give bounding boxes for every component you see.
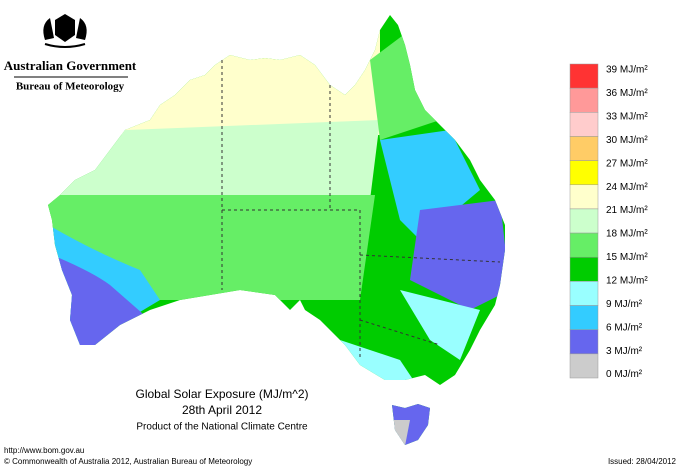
bureau-name: Bureau of Meteorology <box>16 81 125 93</box>
legend-label: 30 MJ/m² <box>606 135 648 146</box>
legend-swatch <box>569 281 599 306</box>
legend-swatch <box>569 232 599 258</box>
legend-label: 9 MJ/m² <box>606 299 643 310</box>
legend-label: 3 MJ/m² <box>606 346 643 357</box>
legend-swatch <box>569 63 599 89</box>
logo <box>43 14 87 48</box>
legend-label: 24 MJ/m² <box>606 182 648 193</box>
legend-label: 21 MJ/m² <box>606 205 648 216</box>
legend-label: 18 MJ/m² <box>606 229 648 240</box>
legend-swatch <box>569 184 599 210</box>
legend-swatch <box>569 136 599 161</box>
map-date: 28th April 2012 <box>182 403 262 417</box>
government-name: Australian Government <box>4 58 137 73</box>
state-borders <box>221 60 501 360</box>
legend-swatch <box>569 208 599 234</box>
map-title: Global Solar Exposure (MJ/m^2) <box>135 387 308 401</box>
legend-label: 0 MJ/m² <box>606 369 643 380</box>
map-product: Product of the National Climate Centre <box>136 422 308 433</box>
footer-issued: Issued: 28/04/2012 <box>608 457 677 466</box>
footer-url: http://www.bom.gov.au <box>4 446 84 455</box>
legend-swatch <box>569 305 599 330</box>
legend-swatch <box>569 256 599 282</box>
legend-label: 36 MJ/m² <box>606 88 648 99</box>
legend-label: 12 MJ/m² <box>606 276 648 287</box>
legend-label: 15 MJ/m² <box>606 252 648 263</box>
legend-swatch <box>569 353 599 379</box>
footer-copyright: © Commonwealth of Australia 2012, Austra… <box>4 457 252 466</box>
legend-swatch <box>569 112 599 137</box>
legend-label: 33 MJ/m² <box>606 111 648 122</box>
legend-label: 39 MJ/m² <box>606 65 648 76</box>
legend-swatch <box>569 329 599 355</box>
legend-swatch <box>569 87 599 113</box>
legend: 39 MJ/m² 36 MJ/m² 33 MJ/m² 30 MJ/m² 27 MJ/m²… <box>569 63 648 380</box>
legend-label: 27 MJ/m² <box>606 158 648 169</box>
legend-swatch <box>569 160 599 186</box>
legend-label: 6 MJ/m² <box>606 322 643 333</box>
